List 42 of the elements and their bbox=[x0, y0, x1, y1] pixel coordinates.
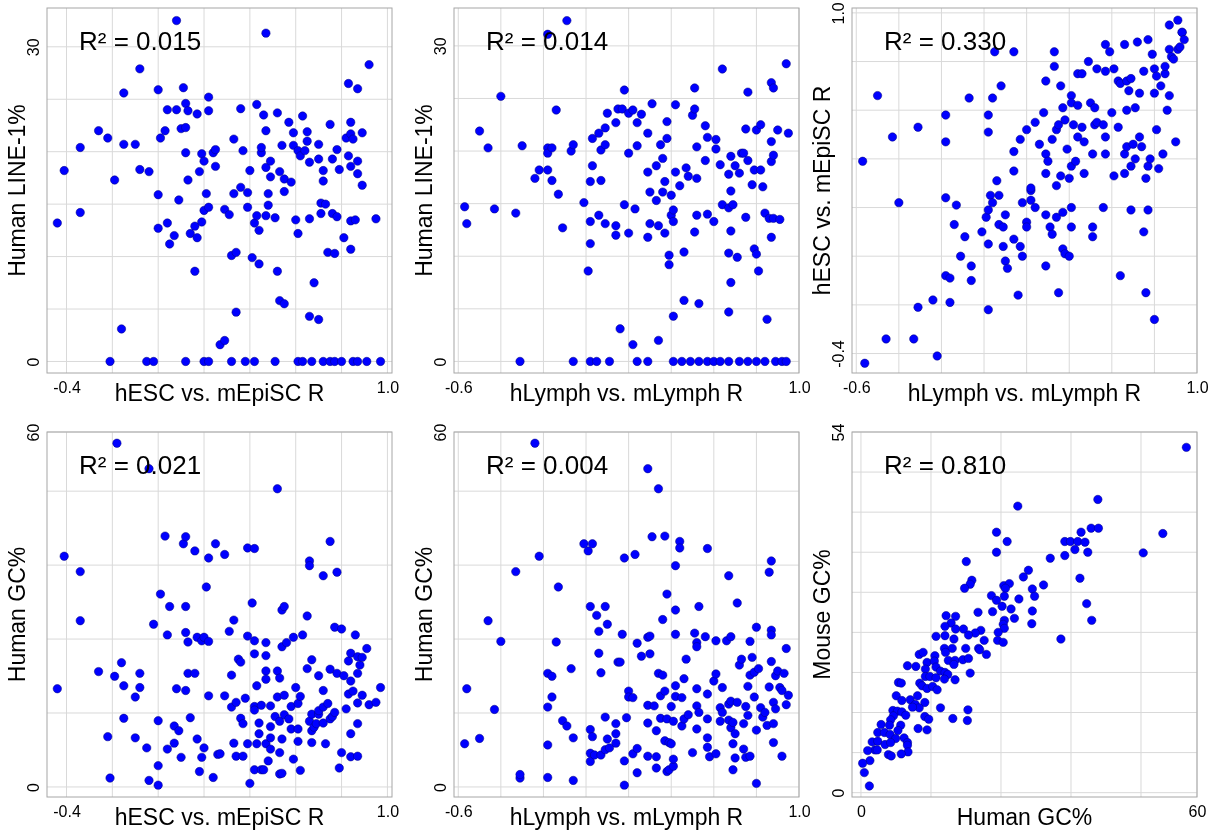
y-tick-label: 0 bbox=[830, 788, 847, 798]
annotation: R² = 0.015 bbox=[79, 26, 202, 56]
x-tick-label: 1.0 bbox=[1186, 379, 1209, 397]
x-axis-title: hESC vs. mEpiSC R bbox=[114, 380, 325, 406]
y-axis-title: Mouse GC% bbox=[809, 549, 835, 680]
x-tick-label: 1.0 bbox=[376, 803, 400, 821]
x-axis-title: hLymph vs. mLymph R bbox=[509, 804, 744, 830]
annotation: R² = 0.021 bbox=[79, 450, 202, 480]
y-axis-title: Human GC% bbox=[4, 546, 30, 683]
x-tick-label: -0.4 bbox=[53, 379, 81, 397]
annotation: R² = 0.014 bbox=[486, 26, 609, 56]
y-axis-title: Human LINE-1% bbox=[411, 104, 437, 277]
x-axis-title: hLymph vs. mLymph R bbox=[509, 380, 744, 406]
y-axis-title: Human LINE-1% bbox=[4, 104, 30, 277]
y-tick-label: 0 bbox=[25, 357, 42, 367]
x-tick-label: 0 bbox=[857, 803, 867, 821]
x-tick-label: -0.6 bbox=[842, 379, 871, 397]
x-tick-label: 1.0 bbox=[376, 379, 400, 397]
y-tick-label: 30 bbox=[25, 38, 42, 57]
annotation: R² = 0.810 bbox=[884, 450, 1007, 480]
y-tick-label: 54 bbox=[830, 423, 847, 442]
x-axis-title: hLymph vs. mLymph R bbox=[907, 380, 1142, 406]
y-tick-label: 0 bbox=[432, 357, 449, 367]
y-tick-label: 30 bbox=[432, 37, 449, 56]
x-tick-label: -0.6 bbox=[444, 803, 473, 821]
y-tick-label: 0 bbox=[432, 782, 449, 792]
x-tick-label: 1.0 bbox=[788, 803, 811, 821]
y-tick-label: 60 bbox=[25, 423, 42, 442]
x-tick-label: -0.4 bbox=[53, 803, 81, 821]
y-axis-title: Human GC% bbox=[411, 546, 437, 683]
annotation: R² = 0.330 bbox=[884, 26, 1007, 56]
x-axis-title: Human GC% bbox=[956, 804, 1093, 830]
x-tick-label: -0.6 bbox=[444, 379, 473, 397]
x-tick-label: 60 bbox=[1188, 803, 1207, 821]
y-tick-label: -0.4 bbox=[830, 340, 847, 368]
annotation: R² = 0.004 bbox=[486, 450, 609, 480]
y-axis-title: hESC vs. mEpiSC R bbox=[809, 85, 835, 296]
y-tick-label: 1.0 bbox=[830, 2, 847, 25]
y-tick-label: 0 bbox=[25, 782, 42, 792]
x-axis-title: hESC vs. mEpiSC R bbox=[114, 804, 325, 830]
y-tick-label: 60 bbox=[432, 423, 449, 442]
x-tick-label: 1.0 bbox=[788, 379, 811, 397]
